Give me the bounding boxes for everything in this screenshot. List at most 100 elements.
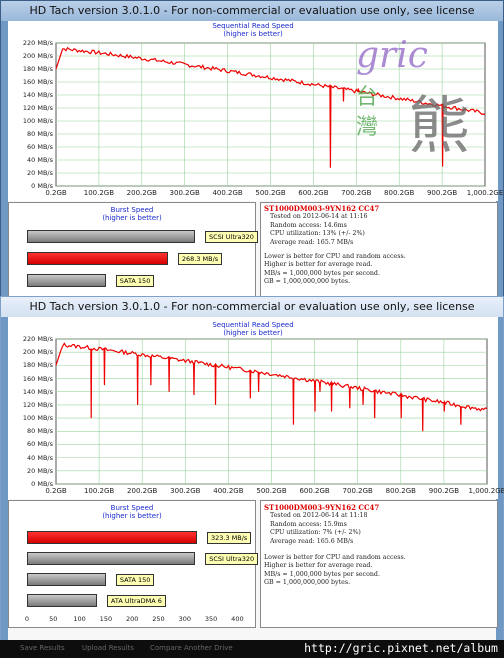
x-tick-label: 300.2GB bbox=[169, 189, 200, 197]
x-tick-label: 100.2GB bbox=[83, 189, 115, 197]
y-tick-label: 100 MB/s bbox=[22, 414, 53, 423]
burst-bar-label: SATA 150 bbox=[115, 574, 155, 586]
y-tick-label: 60 MB/s bbox=[27, 440, 53, 449]
y-tick-label: 0 MB/s bbox=[31, 182, 53, 190]
read-speed-curve bbox=[55, 342, 488, 432]
chart-subtitle: (higher is better) bbox=[223, 329, 283, 337]
burst-bar bbox=[27, 594, 97, 607]
note: Lower is better for CPU and random acces… bbox=[264, 554, 406, 562]
y-tick-label: 80 MB/s bbox=[27, 427, 53, 436]
sequential-read-chart: Sequential Read Speed (higher is better)… bbox=[8, 317, 504, 499]
note: MB/s = 1,000,000 bytes per second. bbox=[264, 269, 380, 277]
x-tick-label: 0.2GB bbox=[45, 487, 67, 495]
save-results-button[interactable]: Save Results bbox=[20, 644, 65, 652]
x-tick-label: 100.2GB bbox=[83, 487, 115, 495]
burst-subtitle: (higher is better) bbox=[102, 214, 162, 222]
random-access: Random access: 15.9ms bbox=[270, 520, 347, 528]
y-tick-label: 140 MB/s bbox=[22, 387, 53, 396]
window-title: HD Tach version 3.0.1.0 - For non-commer… bbox=[1, 1, 503, 37]
x-tick-label: 400.2GB bbox=[213, 487, 244, 495]
info-text: ST1000DM003-9YN162 CC47 Tested on 2012-0… bbox=[264, 204, 406, 287]
burst-bar-label: SCSI Ultra320 bbox=[205, 553, 259, 565]
x-tick-label: 1,000.2GB bbox=[468, 487, 504, 495]
note: GB = 1,000,000,000 bytes. bbox=[264, 278, 351, 286]
read-speed-curve bbox=[55, 46, 486, 168]
x-tick-label: 400.2GB bbox=[212, 189, 243, 197]
burst-x-tick: 250 bbox=[152, 615, 165, 623]
tested-on: Tested on 2012-06-14 at 11:16 bbox=[270, 213, 368, 221]
y-tick-label: 0 MB/s bbox=[31, 480, 53, 488]
upload-results-button[interactable]: Upload Results bbox=[82, 644, 135, 652]
y-tick-label: 140 MB/s bbox=[22, 91, 53, 99]
chart-title: Sequential Read Speed bbox=[212, 22, 294, 30]
y-tick-label: 100 MB/s bbox=[22, 117, 53, 125]
y-tick-label: 60 MB/s bbox=[27, 143, 53, 151]
y-tick-label: 80 MB/s bbox=[27, 130, 53, 138]
burst-bar-label: SCSI Ultra320 bbox=[205, 231, 258, 243]
y-tick-label: 200 MB/s bbox=[22, 52, 53, 60]
burst-bar-label: 268.3 MB/s bbox=[177, 253, 223, 265]
burst-title: Burst Speed bbox=[110, 206, 154, 214]
random-access: Random access: 14.6ms bbox=[270, 221, 347, 229]
cpu-utilization: CPU utilization: 7% (+/- 2%) bbox=[270, 529, 361, 537]
burst-bar-label: ATA UltraDMA 6 bbox=[106, 595, 166, 607]
info-panel: ST1000DM003-9YN162 CC47 Tested on 2012-0… bbox=[260, 202, 498, 300]
burst-x-tick: 150 bbox=[99, 615, 113, 623]
note: MB/s = 1,000,000 bytes per second. bbox=[264, 570, 380, 578]
y-tick-label: 180 MB/s bbox=[22, 65, 53, 73]
note: Higher is better for average read. bbox=[264, 562, 373, 570]
x-tick-label: 200.2GB bbox=[126, 189, 157, 197]
burst-title: Burst Speed bbox=[110, 504, 154, 512]
x-tick-label: 0.2GB bbox=[45, 189, 67, 197]
seq-chart-svg bbox=[55, 338, 488, 485]
burst-x-tick: 0 bbox=[24, 615, 30, 623]
x-tick-label: 500.2GB bbox=[256, 487, 287, 495]
hdtach-window-1: HD Tach version 3.0.1.0 - For non-commer… bbox=[0, 0, 504, 300]
burst-x-tick: 100 bbox=[73, 615, 86, 623]
y-tick-label: 40 MB/s bbox=[27, 453, 53, 462]
burst-x-tick: 350 bbox=[204, 615, 218, 623]
y-tick-label: 220 MB/s bbox=[22, 39, 53, 47]
burst-x-tick: 400 bbox=[231, 615, 244, 623]
y-tick-label: 180 MB/s bbox=[22, 361, 53, 370]
x-tick-label: 200.2GB bbox=[127, 487, 158, 495]
x-tick-label: 900.2GB bbox=[426, 189, 458, 197]
burst-speed-panel: Burst Speed (higher is better) SCSI Ultr… bbox=[8, 202, 258, 300]
burst-subtitle: (higher is better) bbox=[102, 512, 162, 520]
y-tick-label: 40 MB/s bbox=[27, 156, 53, 164]
y-tick-label: 160 MB/s bbox=[22, 374, 53, 383]
window-title: HD Tach version 3.0.1.0 - For non-commer… bbox=[1, 297, 503, 333]
watermark-cjk-2: 灣 bbox=[356, 115, 379, 140]
watermark-text: gric bbox=[356, 35, 428, 76]
info-text: ST1000DM003-9YN162 CC47 Tested on 2012-0… bbox=[264, 503, 406, 588]
watermark-logo: gric 台 灣 熊 bbox=[348, 35, 498, 175]
tested-on: Tested on 2012-06-14 at 11:18 bbox=[270, 512, 368, 520]
x-tick-label: 900.2GB bbox=[428, 487, 460, 495]
note: GB = 1,000,000,000 bytes. bbox=[264, 579, 351, 587]
y-tick-label: 120 MB/s bbox=[22, 104, 53, 112]
y-tick-label: 200 MB/s bbox=[22, 348, 53, 357]
average-read: Average read: 165.6 MB/s bbox=[270, 537, 354, 545]
x-tick-label: 1,000.2GE bbox=[466, 189, 504, 197]
note: Higher is better for average read. bbox=[264, 261, 373, 269]
x-tick-label: 600.2GB bbox=[298, 189, 329, 197]
compare-drive-button[interactable]: Compare Another Drive bbox=[150, 644, 233, 652]
burst-bar bbox=[27, 573, 106, 586]
client-area: Sequential Read Speed (higher is better)… bbox=[8, 21, 503, 300]
y-tick-label: 20 MB/s bbox=[27, 466, 53, 475]
x-tick-label: 700.2GB bbox=[342, 487, 373, 495]
client-area: Sequential Read Speed (higher is better)… bbox=[8, 317, 504, 640]
burst-bar bbox=[27, 552, 196, 565]
seq-chart-svg bbox=[55, 42, 486, 187]
burst-x-tick: 300 bbox=[178, 615, 192, 623]
burst-bar bbox=[27, 531, 197, 544]
info-panel: ST1000DM003-9YN162 CC47 Tested on 2012-0… bbox=[260, 500, 498, 628]
note: Lower is better for CPU and random acces… bbox=[264, 253, 406, 261]
x-tick-label: 600.2GB bbox=[299, 487, 330, 495]
drive-name: ST1000DM003-9YN162 CC47 bbox=[264, 503, 380, 512]
drive-name: ST1000DM003-9YN162 CC47 bbox=[264, 204, 380, 213]
x-tick-label: 800.2GB bbox=[384, 189, 415, 197]
hdtach-window-2: HD Tach version 3.0.1.0 - For non-commer… bbox=[0, 296, 504, 641]
burst-x-tick: 50 bbox=[49, 615, 58, 623]
chart-subtitle: (higher is better) bbox=[223, 30, 283, 38]
